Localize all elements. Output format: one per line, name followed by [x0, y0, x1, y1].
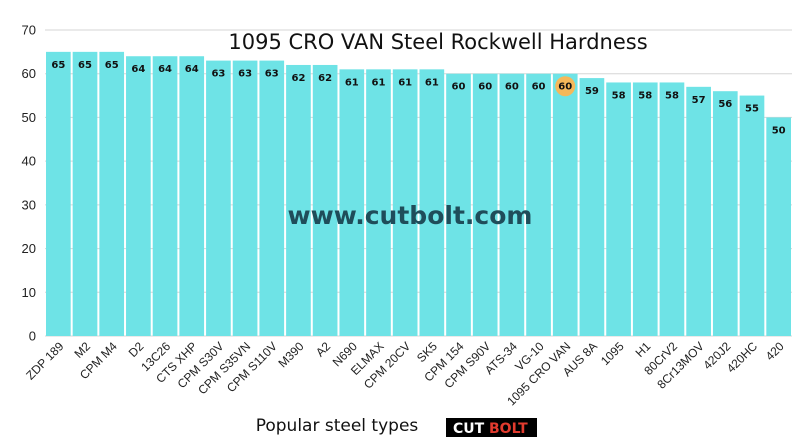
x-tick-label: A2	[313, 339, 334, 360]
bar	[766, 117, 791, 336]
cutbolt-logo: CUT BOLT	[446, 418, 537, 437]
data-label: 58	[612, 90, 626, 101]
data-label: 64	[158, 64, 172, 75]
y-tick-label: 10	[22, 285, 36, 300]
x-tick-label: ZDP 189	[23, 339, 66, 382]
y-axis-ticks: 0 10 20 30 40 50 60 70	[22, 23, 36, 344]
data-label: 63	[238, 69, 252, 80]
data-label: 62	[291, 73, 305, 84]
x-tick-label: D2	[126, 339, 147, 360]
data-label: 62	[318, 73, 332, 84]
data-label: 58	[665, 90, 679, 101]
logo-text-cut: CUT	[453, 421, 485, 437]
data-label: 60	[478, 82, 492, 93]
bar	[739, 95, 765, 336]
data-label: 65	[105, 60, 119, 71]
data-label: 61	[425, 77, 439, 88]
data-label: 57	[692, 95, 706, 106]
bar	[152, 56, 178, 336]
data-label: 59	[585, 86, 599, 97]
bar	[712, 91, 738, 336]
bar	[232, 60, 258, 336]
data-label: 60	[532, 82, 546, 93]
data-label: 55	[745, 104, 759, 115]
bars	[46, 51, 791, 336]
data-label: 61	[345, 77, 359, 88]
x-tick-label: 420	[763, 339, 787, 363]
bar	[526, 73, 551, 336]
y-tick-label: 0	[29, 329, 36, 344]
data-label: 65	[78, 60, 92, 71]
x-tick-label: 420HC	[724, 339, 761, 376]
bar	[286, 64, 311, 336]
highlight-marker	[555, 76, 576, 97]
bar	[552, 73, 578, 336]
bar	[472, 73, 498, 336]
y-tick-label: 70	[22, 23, 36, 38]
bar	[99, 51, 125, 336]
bar	[579, 78, 605, 336]
bar	[632, 82, 658, 336]
bar	[446, 73, 471, 336]
y-tick-label: 60	[22, 66, 36, 81]
data-label: 58	[638, 90, 652, 101]
data-label: 63	[211, 69, 225, 80]
data-label: 56	[718, 99, 732, 110]
bar	[259, 60, 285, 336]
data-label: 50	[772, 125, 786, 136]
watermark: www.cutbolt.com	[288, 201, 533, 230]
data-labels: 65 65 65 64 64 64 63 63 63 62 62 61 61 61 61 60 60 60 60 60…	[51, 60, 785, 137]
data-label: 61	[398, 77, 412, 88]
bar	[606, 82, 631, 336]
y-tick-label: 30	[22, 197, 36, 212]
data-label: 60	[505, 82, 519, 93]
x-tick-label: M390	[275, 339, 306, 370]
y-tick-label: 40	[22, 154, 36, 169]
bar	[339, 69, 365, 336]
data-label: 61	[372, 77, 386, 88]
y-tick-label: 50	[22, 110, 36, 125]
bar	[659, 82, 685, 336]
bar	[686, 86, 711, 336]
y-tick-label: 20	[22, 241, 36, 256]
data-label: 64	[185, 64, 199, 75]
bar	[366, 69, 391, 336]
data-label: 63	[265, 69, 279, 80]
x-tick-label: H1	[633, 339, 654, 360]
bar	[206, 60, 231, 336]
x-tick-label: M2	[71, 339, 93, 361]
bar	[419, 69, 445, 336]
bar	[392, 69, 418, 336]
bar	[499, 73, 525, 336]
x-tick-label: 1095	[598, 339, 627, 368]
x-axis-title: Popular steel types	[256, 416, 419, 436]
bar	[312, 64, 338, 336]
bar	[179, 56, 205, 336]
data-label: 65	[51, 60, 65, 71]
data-label: 60	[452, 82, 466, 93]
bar	[72, 51, 98, 336]
bar	[126, 56, 151, 336]
data-label: 64	[131, 64, 145, 75]
data-label: 60	[558, 82, 572, 93]
chart-title: 1095 CRO VAN Steel Rockwell Hardness	[228, 30, 647, 54]
logo-text-bolt: BOLT	[489, 421, 528, 437]
bar	[46, 51, 71, 336]
